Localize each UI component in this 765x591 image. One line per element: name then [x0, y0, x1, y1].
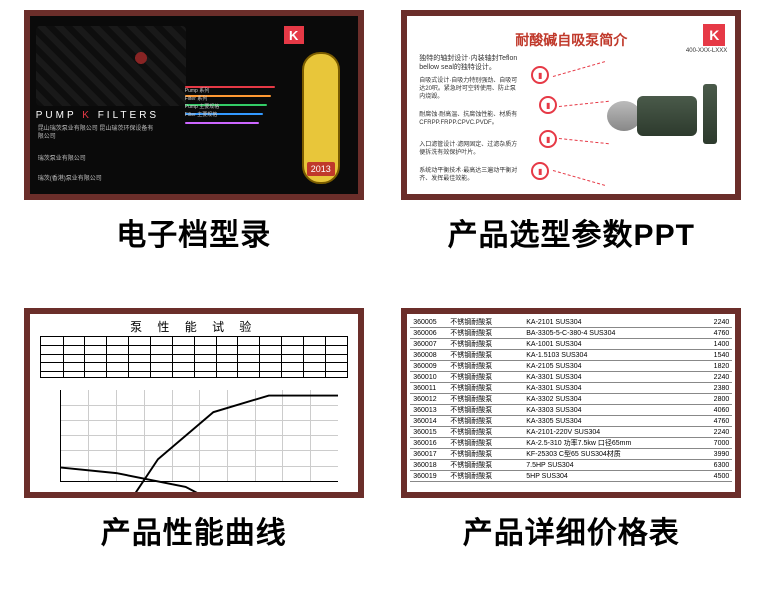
cell-brochure: K PUMP K FILTERS 昆山瑞茨泵业有限公司 昆山瑞茨环保设备有限公司…	[20, 10, 368, 283]
table-row: 360014不锈钢耐酸泵KA-3305 SUS3044760	[410, 416, 732, 427]
world-map-graphic	[36, 26, 186, 106]
brand-band: PUMP K FILTERS	[36, 110, 159, 121]
feature-icon	[539, 130, 557, 148]
table-row: 360019不锈钢耐酸泵5HP SUS3044500	[410, 471, 732, 482]
table-row: 360006不锈钢耐酸泵BA-3305-5-C-380-4 SUS3044760	[410, 328, 732, 339]
arrow-connector	[553, 170, 605, 186]
brand-logo: K	[284, 26, 304, 44]
cell-price: 360005不锈钢耐酸泵KA-2101 SUS3042240360006不锈钢耐…	[398, 308, 746, 581]
feature-icon	[539, 96, 557, 114]
curve-title: 泵 性 能 试 验	[130, 318, 257, 335]
table-row: 360017不锈钢耐酸泵KF-25303 C型65 SUS304材质3990	[410, 449, 732, 460]
thumb-price[interactable]: 360005不锈钢耐酸泵KA-2101 SUS3042240360006不锈钢耐…	[401, 308, 741, 498]
company-text-3: 瑞茨(香港)泵业有限公司	[38, 176, 158, 184]
thumb-brochure[interactable]: K PUMP K FILTERS 昆山瑞茨泵业有限公司 昆山瑞茨环保设备有限公司…	[24, 10, 364, 200]
price-table: 360005不锈钢耐酸泵KA-2101 SUS3042240360006不锈钢耐…	[410, 317, 732, 489]
table-row: 360005不锈钢耐酸泵KA-2101 SUS3042240	[410, 317, 732, 328]
company-text-1: 昆山瑞茨泵业有限公司 昆山瑞茨环保设备有限公司	[38, 126, 158, 142]
cell-ppt: K 400-XXX-LXXX 耐酸碱自吸泵简介 独特的轴封设计·内装轴封Tefl…	[398, 10, 746, 283]
thumb-curve[interactable]: 泵 性 能 试 验	[24, 308, 364, 498]
ppt-title: 耐酸碱自吸泵简介	[515, 30, 627, 50]
table-row: 360011不锈钢耐酸泵KA-3301 SUS3042380	[410, 383, 732, 394]
brand-logo: K	[703, 24, 725, 46]
feature-icon	[531, 162, 549, 180]
caption-price: 产品详细价格表	[463, 508, 680, 552]
arrow-connector	[553, 61, 605, 77]
bullet-2: 耐腐蚀·耐高温、抗腐蚀性能、材质有CFRPP.FRPP.CPVC.PVDF。	[419, 112, 519, 128]
bullet-4: 系统动平衡技术·最高达三遍动平衡对齐、发挥最佳效能。	[419, 168, 519, 184]
bullet-1: 自吸式设计·自吸力特别强劲、自吸可达20呎。紧急时可空转使用、防止泵内烧毁。	[419, 78, 519, 101]
table-row: 360018不锈钢耐酸泵7.5HP SUS3046300	[410, 460, 732, 471]
table-row: 360010不锈钢耐酸泵KA-3301 SUS3042240	[410, 372, 732, 383]
year-pill: 2013	[302, 52, 340, 184]
performance-chart	[60, 390, 338, 482]
category-lines: Pump 系列Filter 系列Pump 主要规格Filter 主要规格	[185, 86, 275, 119]
caption-curve: 产品性能曲线	[101, 508, 287, 552]
pump-illustration	[607, 76, 717, 156]
phone-text: 400-XXX-LXXX	[686, 48, 727, 54]
ppt-subtitle: 独特的轴封设计·内装轴封Teflon bellow seal的独特设计。	[419, 54, 519, 72]
table-row: 360015不锈钢耐酸泵KA-2101-220V SUS3042240	[410, 427, 732, 438]
caption-ppt: 产品选型参数PPT	[448, 210, 695, 254]
bullet-3: 入口滤管设计·滤网固定、过滤杂质方便拆洗有效保护叶片。	[419, 142, 519, 158]
table-row: 360007不锈钢耐酸泵KA-1001 SUS3041400	[410, 339, 732, 350]
thumb-ppt[interactable]: K 400-XXX-LXXX 耐酸碱自吸泵简介 独特的轴封设计·内装轴封Tefl…	[401, 10, 741, 200]
arrow-connector	[559, 138, 609, 144]
feature-icon	[531, 66, 549, 84]
table-row: 360013不锈钢耐酸泵KA-3303 SUS3044060	[410, 405, 732, 416]
spec-table	[40, 336, 348, 378]
company-text-2: 瑞茨泵业有限公司	[38, 156, 158, 164]
table-row: 360016不锈钢耐酸泵KA-2.5-310 功率7.5kw 口径65mm700…	[410, 438, 732, 449]
table-row: 360012不锈钢耐酸泵KA-3302 SUS3042800	[410, 394, 732, 405]
thumbnail-grid: K PUMP K FILTERS 昆山瑞茨泵业有限公司 昆山瑞茨环保设备有限公司…	[20, 10, 745, 581]
table-row: 360009不锈钢耐酸泵KA-2105 SUS3041820	[410, 361, 732, 372]
arrow-connector	[559, 101, 609, 107]
table-row: 360008不锈钢耐酸泵KA-1.5103 SUS3041540	[410, 350, 732, 361]
cell-curve: 泵 性 能 试 验 产品性能曲线	[20, 308, 368, 581]
caption-brochure: 电子档型录	[116, 210, 271, 254]
